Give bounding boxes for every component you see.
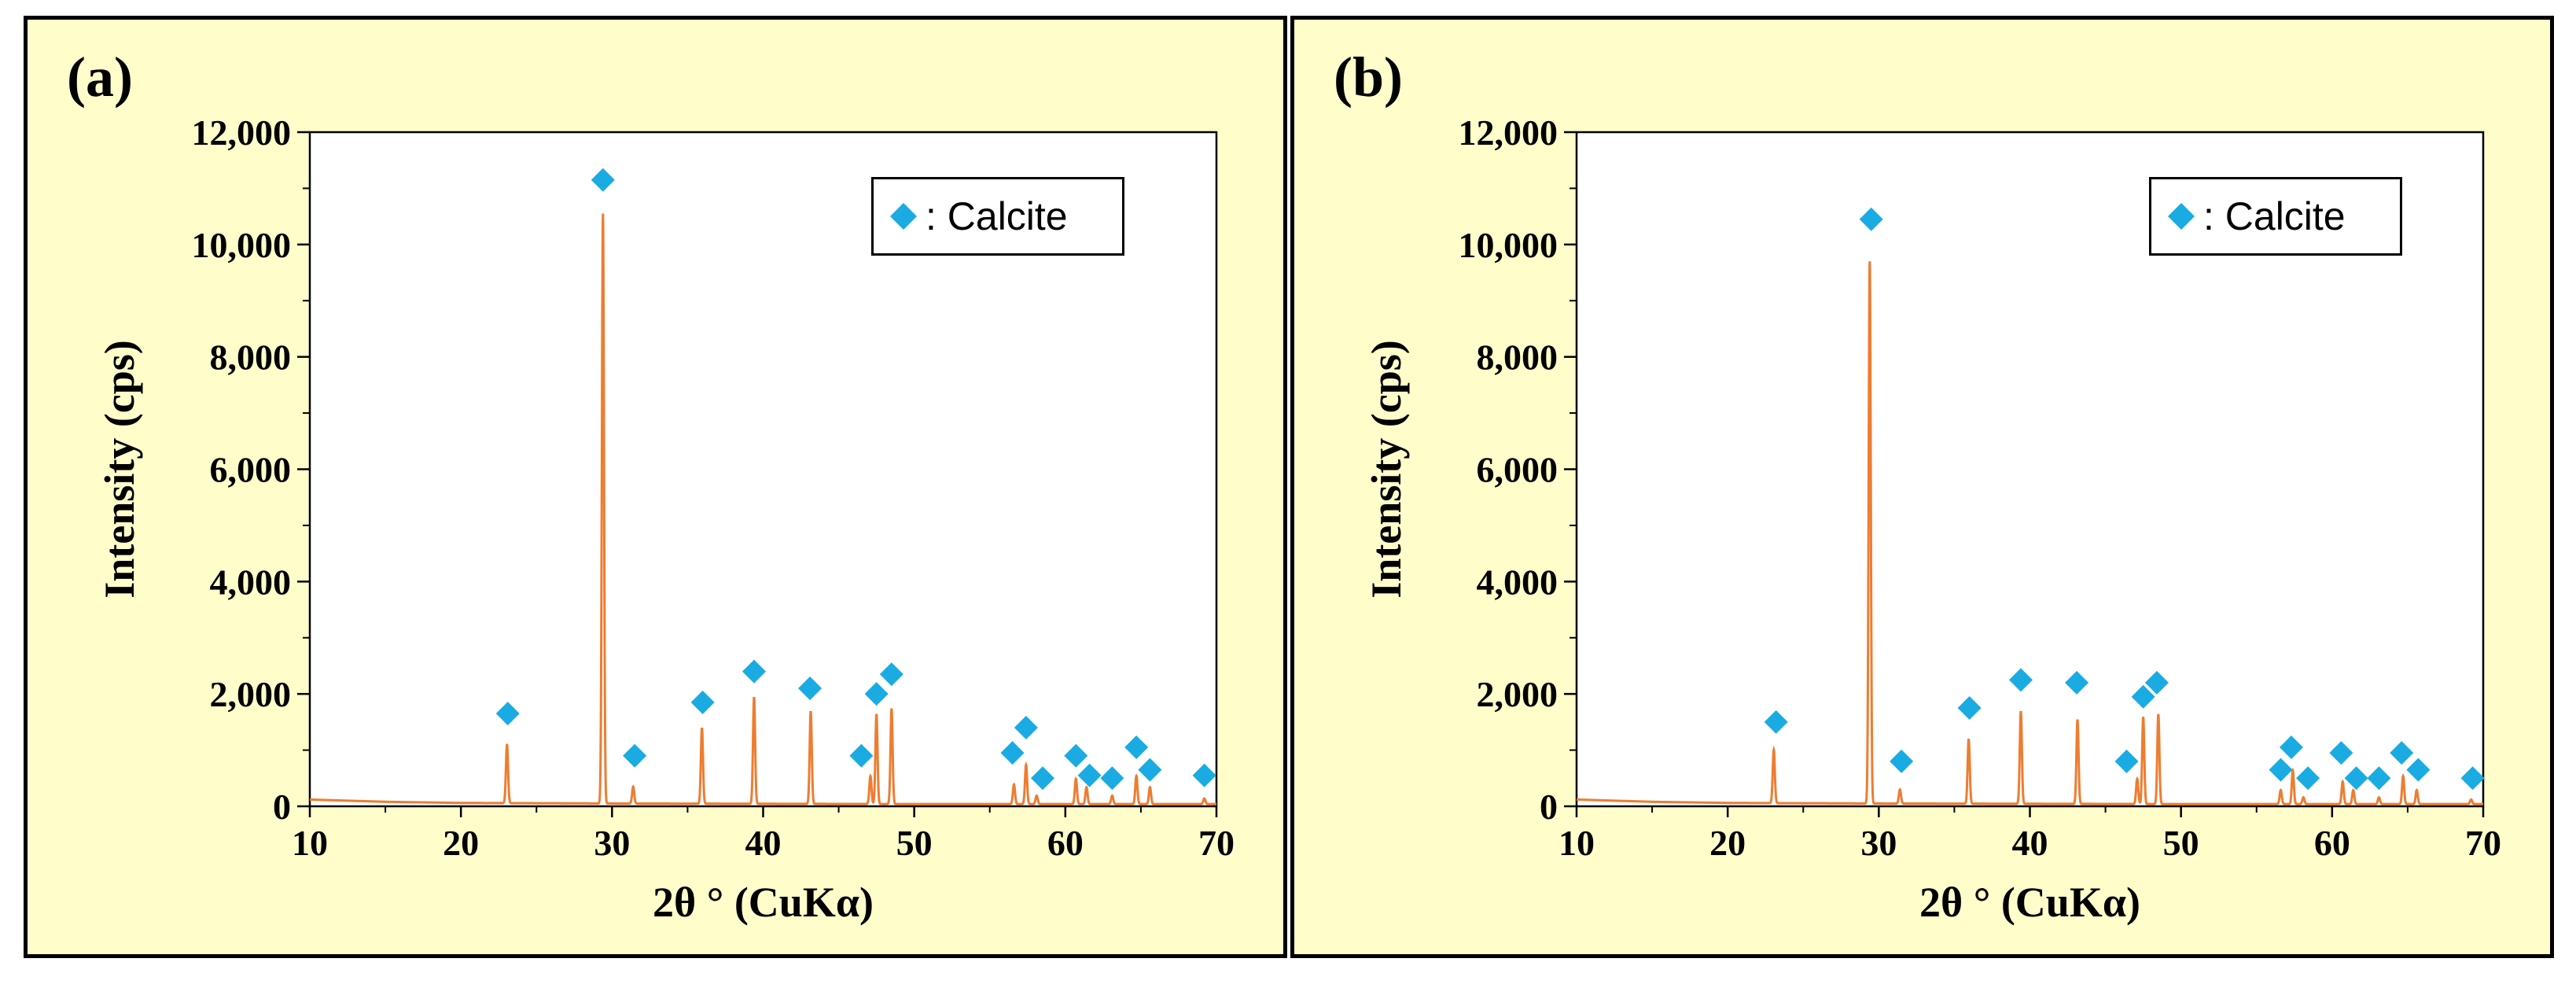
- y-tick-label: 2,000: [210, 674, 292, 714]
- y-tick-label: 0: [273, 787, 291, 827]
- x-tick-label: 20: [443, 823, 479, 863]
- y-tick-label: 2,000: [1477, 674, 1558, 714]
- x-tick-label: 30: [1860, 823, 1897, 863]
- y-tick-label: 0: [1540, 787, 1558, 827]
- y-tick-label: 12,000: [192, 112, 292, 153]
- diamond-icon: [890, 203, 917, 230]
- x-tick-label: 20: [1709, 823, 1746, 863]
- legend-label: : Calcite: [926, 194, 1068, 239]
- y-tick-label: 6,000: [210, 450, 292, 490]
- y-tick-label: 10,000: [1459, 225, 1558, 265]
- y-axis-title: Intensity (cps): [1363, 340, 1410, 599]
- y-tick-label: 4,000: [210, 562, 292, 602]
- chart-panel-a: (a) 0 2,000 4,000 6,000 8,000 10,000 12,000 10 2…: [24, 16, 1287, 958]
- x-tick-label: 40: [2012, 823, 2048, 863]
- chart-panel-b: (b) 0 2,000 4,000 6,000 8,000 10,000 12,000 10 2…: [1290, 16, 2554, 958]
- x-axis-title: 2θ ° (CuKα): [1919, 879, 2140, 926]
- x-tick-label: 50: [896, 823, 933, 863]
- y-tick-label: 6,000: [1477, 450, 1558, 490]
- x-tick-label: 10: [1558, 823, 1595, 863]
- y-tick-label: 10,000: [192, 225, 292, 265]
- x-tick-label: 70: [1198, 823, 1235, 863]
- y-tick-label: 4,000: [1477, 562, 1558, 602]
- x-axis-title: 2θ ° (CuKα): [653, 879, 874, 926]
- diamond-icon: [2168, 203, 2195, 230]
- y-tick-label: 8,000: [210, 337, 292, 378]
- x-tick-label: 30: [594, 823, 630, 863]
- x-tick-label: 60: [2314, 823, 2350, 863]
- xrd-chart-b: 0 2,000 4,000 6,000 8,000 10,000 12,000 10 20 30 4…: [1294, 20, 2550, 954]
- x-tick-label: 70: [2465, 823, 2501, 863]
- x-tick-label: 10: [292, 823, 328, 863]
- y-axis-title: Intensity (cps): [96, 340, 143, 599]
- legend-box: : Calcite: [871, 177, 1124, 256]
- x-tick-label: 60: [1047, 823, 1084, 863]
- legend-box: : Calcite: [2149, 177, 2402, 256]
- xrd-chart-a: 0 2,000 4,000 6,000 8,000 10,000 12,000 10 20 30 4…: [28, 20, 1283, 954]
- legend-label: : Calcite: [2203, 194, 2346, 239]
- y-tick-label: 12,000: [1459, 112, 1558, 153]
- x-tick-label: 50: [2163, 823, 2199, 863]
- y-tick-label: 8,000: [1477, 337, 1558, 378]
- x-tick-label: 40: [745, 823, 782, 863]
